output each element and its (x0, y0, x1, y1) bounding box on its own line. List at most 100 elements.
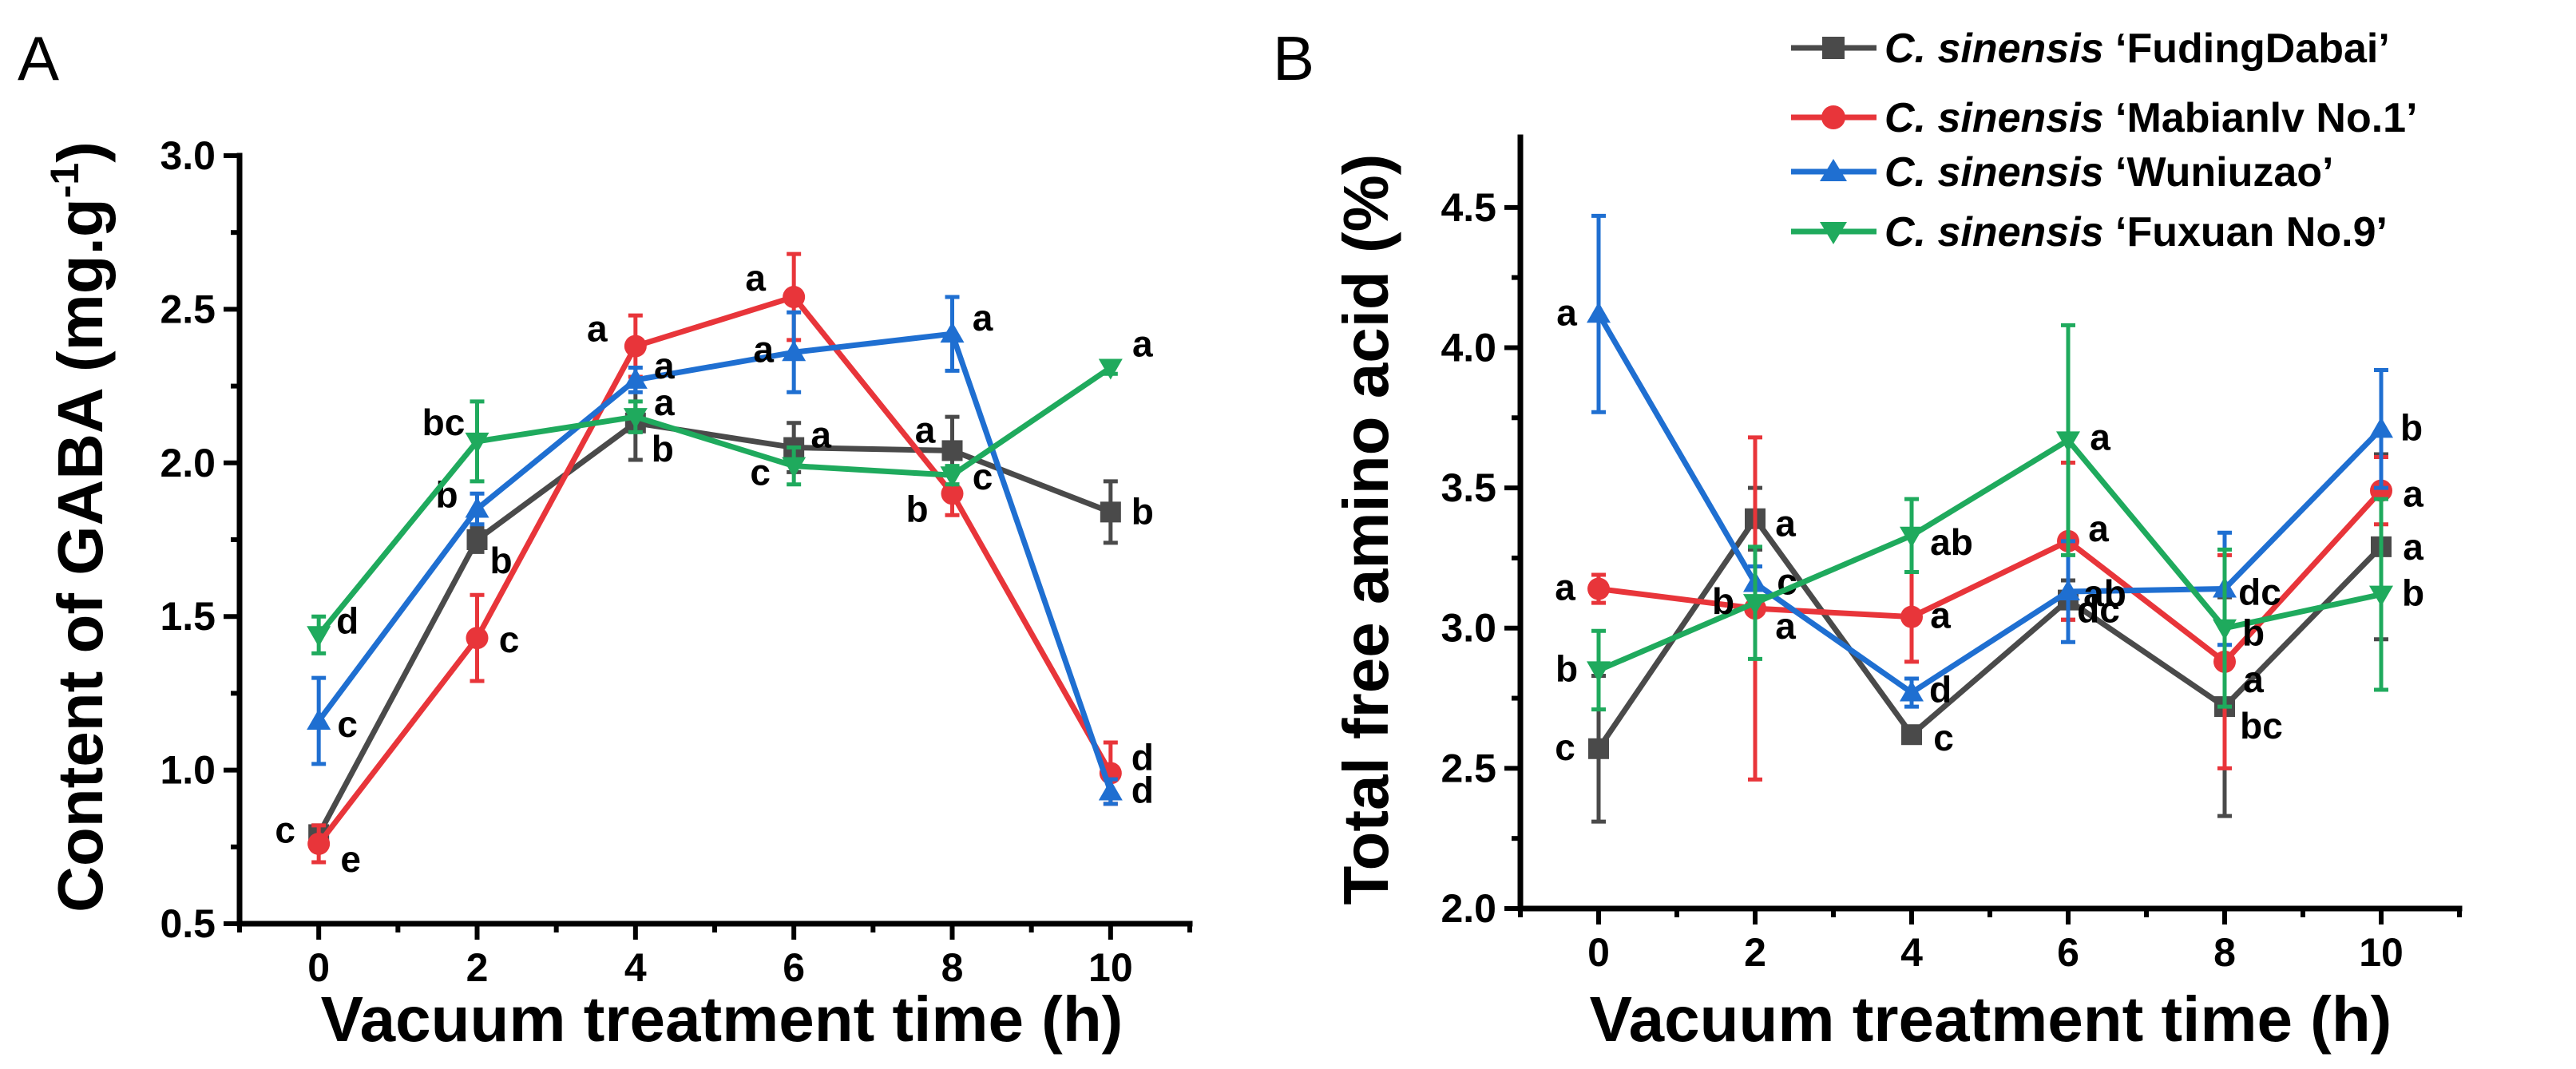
data-point (466, 529, 488, 550)
x-tick-label-b: 8 (2213, 930, 2236, 975)
square-marker-icon (1822, 37, 1845, 59)
significance-letter: a (810, 414, 831, 456)
data-point (2056, 580, 2080, 601)
data-point (1587, 302, 1611, 323)
triangle-down-marker-icon (1820, 222, 1847, 244)
significance-letter: ab (1930, 521, 1973, 563)
y-tick-label-a: 2.0 (160, 441, 216, 485)
significance-letter: a (753, 328, 774, 370)
data-point (1588, 738, 1609, 759)
significance-letter: d (1929, 669, 1952, 711)
data-point (307, 626, 331, 647)
svg-text:C. sinensis ‘Fuxuan No.9’: C. sinensis ‘Fuxuan No.9’ (1884, 209, 2388, 255)
x-tick-label-b: 6 (2057, 930, 2079, 975)
triangle-up-marker-icon (1820, 159, 1847, 181)
significance-letter: bc (422, 402, 466, 443)
data-point (624, 335, 647, 358)
y-tick-label-b: 2.5 (1441, 746, 1496, 790)
data-point (783, 286, 806, 309)
significance-letter: a (654, 382, 675, 423)
significance-letter: a (1555, 567, 1575, 608)
x-tick-label-a: 6 (783, 945, 805, 990)
y-tick-label-a: 1.0 (160, 748, 216, 793)
x-tick-label-a: 4 (624, 945, 647, 990)
significance-letter: b (1131, 490, 1154, 532)
significance-letter: b (652, 428, 674, 469)
series-line (1595, 312, 2384, 696)
svg-text:C. sinensis ‘Wuniuzao’: C. sinensis ‘Wuniuzao’ (1884, 149, 2333, 196)
significance-letter: a (973, 297, 993, 339)
data-point (623, 367, 648, 389)
y-tick-label-a: 3.0 (160, 133, 216, 178)
data-point (307, 709, 331, 730)
significance-letter: a (654, 345, 675, 386)
series-line (1597, 437, 2382, 673)
x-axis-title-b: Vacuum treatment time (h) (1590, 984, 2392, 1055)
y-tick-label-b: 3.5 (1441, 465, 1496, 510)
y-tick-label-b: 3.0 (1441, 606, 1496, 651)
significance-letter: a (745, 257, 766, 299)
series-line (316, 365, 1112, 637)
significance-letter: a (2403, 473, 2423, 515)
data-point (2213, 619, 2237, 640)
data-point (782, 340, 806, 362)
chart-b: B Total free amino acid (%) Vacuum treat… (1273, 23, 2463, 1055)
significance-letter: e (340, 838, 361, 880)
x-tick-label-b: 10 (2359, 930, 2404, 975)
y-tick-label-b: 2.0 (1441, 886, 1496, 931)
y-axis-title-a: Content of GABA (mg.g-1) (42, 141, 116, 913)
svg-text:C. sinensis ‘FudingDabai’: C. sinensis ‘FudingDabai’ (1884, 26, 2390, 72)
legend: C. sinensis ‘FudingDabai’ C. sinensis ‘M… (1791, 26, 2418, 255)
data-point (465, 497, 489, 518)
data-point (1901, 724, 1922, 746)
y-axis-title-b: Total free amino acid (%) (1330, 154, 1401, 905)
significance-letter: a (2403, 526, 2423, 568)
significance-letter: b (1556, 647, 1578, 689)
data-point (1743, 594, 1767, 616)
series-line (316, 331, 1114, 793)
panel-label-b: B (1273, 23, 1314, 93)
significance-letter: a (1930, 595, 1951, 636)
significance-letter: c (275, 809, 295, 850)
x-tick-label-a: 8 (941, 945, 964, 990)
data-point (2369, 417, 2393, 438)
y-tick-label-b: 4.5 (1441, 185, 1496, 230)
x-tick-label-a: 2 (466, 945, 489, 990)
data-point (307, 832, 331, 855)
svg-text:C. sinensis ‘Mabianlv No.1’: C. sinensis ‘Mabianlv No.1’ (1884, 95, 2418, 141)
significance-letter: bc (2240, 705, 2283, 746)
significance-letter: c (1933, 717, 1954, 758)
data-point (940, 322, 965, 343)
significance-letter: c (973, 456, 993, 497)
significance-letter: a (1132, 323, 1153, 365)
significance-letter: c (499, 619, 520, 660)
axes-b: 0 2 4 6 8 10 2.0 2.5 3.0 3.5 4.0 4.5 (1441, 134, 2463, 975)
significance-letter: a (1556, 291, 1577, 333)
y-tick-label-a: 2.5 (160, 287, 216, 331)
significance-letter: dc (2238, 572, 2281, 613)
significance-letter: a (915, 409, 936, 450)
data-point (466, 627, 489, 650)
data-point (1900, 605, 1923, 628)
significance-letter: b (906, 488, 928, 529)
significance-letter: b (2242, 612, 2265, 654)
data-point (1098, 779, 1123, 801)
chart-a: A Content of GABA (mg.g-1) Vacuum treatm… (18, 23, 1193, 1055)
panel-label-a: A (18, 23, 59, 93)
data-point (1587, 577, 1610, 600)
significance-letter: a (2088, 508, 2109, 549)
significance-letter: a (587, 308, 608, 350)
significance-letter: b (1712, 580, 1734, 622)
axis-lines-a (236, 152, 1193, 927)
x-axis-title-a: Vacuum treatment time (h) (321, 984, 1124, 1055)
data-point (2056, 431, 2080, 453)
data-point (1098, 358, 1123, 380)
legend-item-mabianlv: C. sinensis ‘Mabianlv No.1’ (1791, 95, 2418, 141)
data-point (1100, 501, 1121, 523)
series-fudingdabai-a: cbb a ab (275, 384, 1154, 850)
